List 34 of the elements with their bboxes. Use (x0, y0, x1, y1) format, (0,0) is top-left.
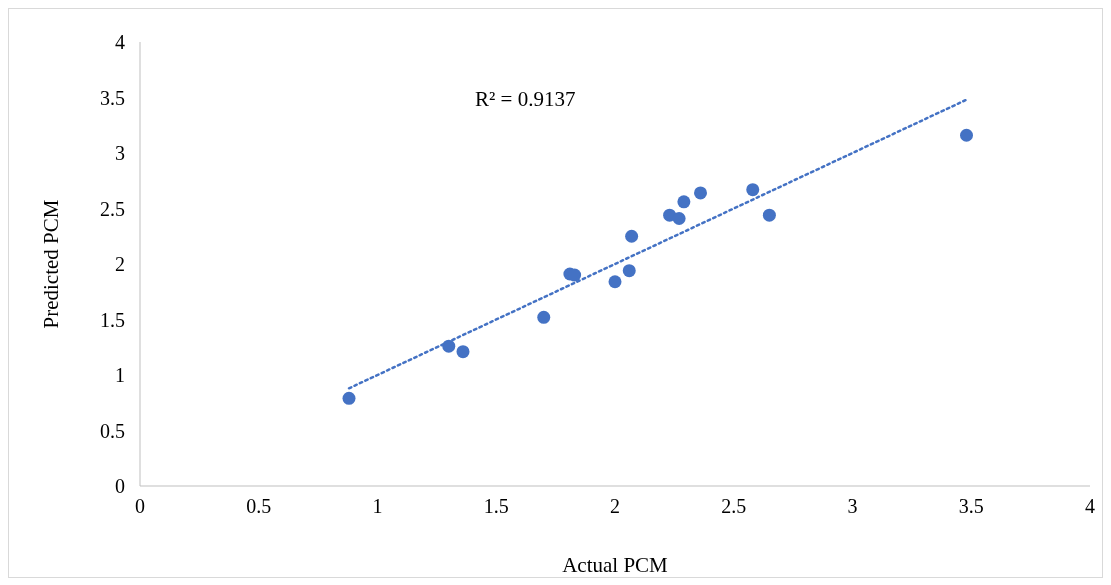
point (672, 211, 686, 225)
point (456, 345, 470, 359)
y-tick-label: 4 (115, 31, 125, 53)
annotation: R² = 0.9137 (475, 87, 576, 111)
y-tick-label: 1 (115, 364, 125, 386)
x-tick-label: 3 (847, 495, 858, 517)
point (746, 183, 760, 197)
y-tick-label: 2.5 (100, 197, 125, 220)
y-axis-title: Predicted PCM (39, 199, 63, 329)
y-tick-label: 0.5 (100, 419, 125, 442)
y-tick-label: 3.5 (100, 86, 125, 109)
y-tick-label: 2 (115, 253, 125, 275)
point (608, 275, 622, 289)
point (677, 195, 691, 209)
x-tick-label: 1 (372, 495, 383, 517)
x-tick-label: 3.5 (958, 495, 984, 517)
y-tick-label: 3 (115, 142, 125, 164)
point (694, 186, 707, 200)
x-tick-label: 4 (1085, 495, 1095, 517)
point (625, 229, 639, 243)
y-tick-label: 1.5 (100, 308, 125, 331)
x-tick-label: 1.5 (483, 495, 509, 517)
point (342, 391, 356, 405)
x-tick-label: 2 (610, 495, 620, 517)
x-axis-title: Actual PCM (562, 553, 669, 577)
point (568, 268, 582, 282)
x-tick-label: 0 (135, 495, 145, 517)
point (537, 310, 551, 324)
x-tick-label: 0.5 (246, 495, 272, 517)
y-tick-label: 0 (115, 475, 125, 497)
point (762, 208, 776, 222)
point (960, 128, 973, 142)
x-tick-label: 2.5 (721, 495, 747, 517)
point (622, 264, 636, 278)
